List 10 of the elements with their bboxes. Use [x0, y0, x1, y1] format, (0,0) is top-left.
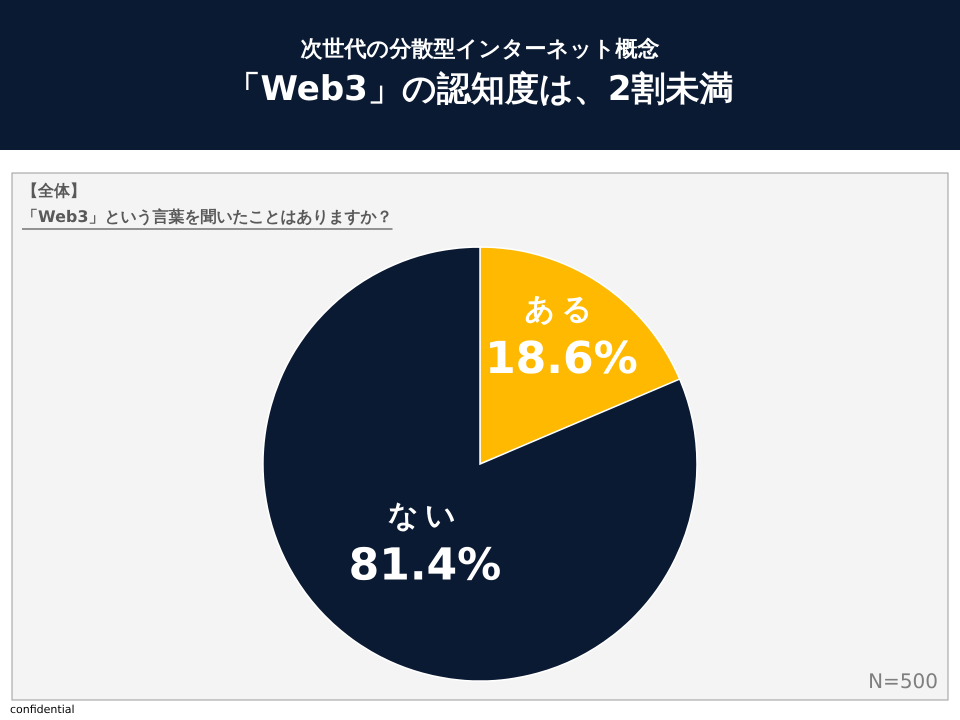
chart-subtitle: 次世代の分散型インターネット概念 [300, 37, 660, 62]
text: 「Web3」という言葉を聞いたことはありますか？ [22, 207, 393, 226]
text: 【全体】 [22, 181, 86, 200]
data-label: 81.4% [348, 539, 502, 590]
chart-title: 「Web3」の認知度は、2割未満 [226, 69, 734, 109]
slice-label: ない [388, 498, 462, 534]
data-label: 18.6% [485, 332, 638, 384]
slice-label: ある [524, 292, 598, 327]
text: confidential [10, 703, 75, 716]
text: N=500 [868, 669, 938, 693]
